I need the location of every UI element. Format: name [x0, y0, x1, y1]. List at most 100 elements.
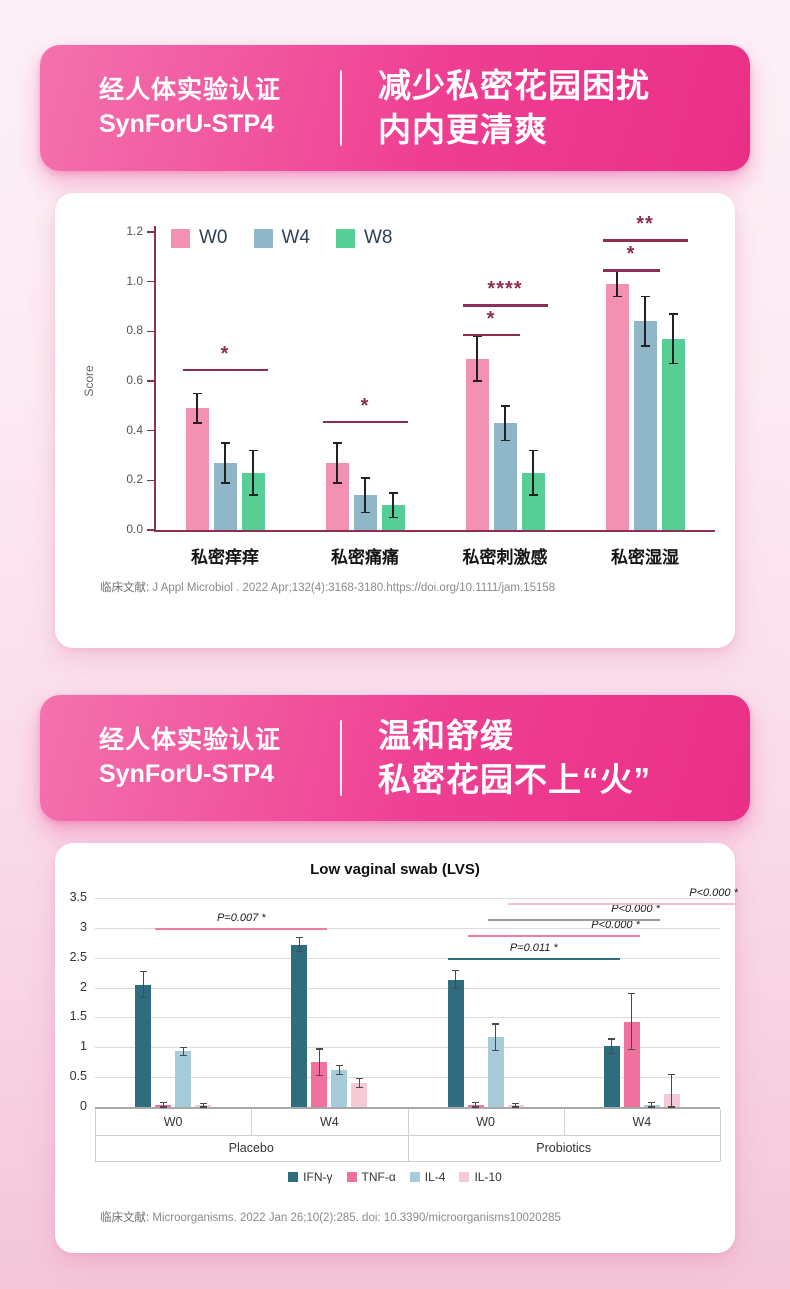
citation-2: 临床文献: Microorganisms. 2022 Jan 26;10(2):…	[100, 1209, 561, 1225]
sig-line	[447, 957, 620, 961]
x-axis-line	[154, 530, 715, 532]
error-bar-line	[616, 271, 618, 297]
error-bar-cap	[648, 1106, 656, 1108]
headline-line-2: 内内更清爽	[378, 111, 548, 148]
legend-swatch-IL-10	[459, 1171, 470, 1182]
sig-line	[322, 420, 408, 424]
error-bar-cap	[512, 1102, 520, 1104]
error-bar-line	[182, 1047, 184, 1056]
error-bar-line	[631, 993, 633, 1050]
sig-line	[487, 918, 660, 922]
error-bar-line	[644, 296, 646, 347]
y-tick-label: 1.0	[126, 273, 143, 288]
error-bar-cap	[192, 422, 202, 424]
bar-IFN-γ-g3	[603, 1046, 620, 1107]
axis-week-label: W0	[163, 1114, 183, 1129]
error-bar-cap	[472, 380, 482, 382]
y-tick-label: 0.6	[126, 373, 143, 387]
y-tick-mark	[147, 380, 154, 382]
error-bar-cap	[248, 494, 258, 496]
gridline	[95, 927, 720, 929]
y-tick-label: 0.2	[126, 472, 143, 487]
error-bar-line	[515, 1103, 517, 1107]
bar-IFN-γ-g1	[291, 944, 308, 1107]
error-bar-line	[651, 1102, 653, 1107]
cytokine-bar-chart: 0 0.5 1 1.5 2 2.5 3 3.5 P=0.007 * P=0.011 * P<0.00…	[55, 843, 738, 1253]
gridline	[95, 987, 720, 989]
error-bar-cap	[220, 482, 230, 484]
y-tick-mark	[147, 479, 154, 482]
error-bar-cap	[512, 1106, 520, 1108]
error-bar-cap	[452, 988, 460, 990]
certification-text: 经人体实验认证	[98, 726, 281, 755]
gridline	[95, 1047, 720, 1049]
citation-label: 临床文献:	[100, 1212, 153, 1224]
error-bar-cap	[159, 1106, 167, 1108]
error-bar-line	[318, 1049, 320, 1076]
bar-W8-g2	[521, 472, 545, 530]
sig-label: P<0.000 *	[611, 902, 660, 915]
error-bar-cap	[335, 1065, 343, 1067]
legend-swatch-IL-4	[409, 1171, 420, 1182]
x-category-label: 私密刺激感	[462, 548, 548, 567]
error-bar-line	[495, 1023, 497, 1051]
error-bar-cap	[139, 997, 147, 999]
sig-line	[462, 333, 520, 337]
y-tick-mark	[147, 529, 154, 531]
y-tick-label: 3.5	[69, 890, 87, 904]
error-bar-line	[336, 443, 338, 483]
error-bar-cap	[528, 494, 538, 496]
error-bar-line	[196, 393, 198, 424]
error-bar-cap	[179, 1055, 187, 1057]
claim-banner-1: 经人体实验认证 SynForU-STP4 减少私密花园困扰 内内更清爽	[40, 45, 750, 171]
error-bar-cap	[668, 1074, 676, 1076]
sig-asterisks: *	[486, 307, 496, 330]
sig-label: P=0.011 *	[509, 941, 558, 954]
bar-IL-4-g0	[175, 1051, 192, 1107]
citation-text: Microorganisms. 2022 Jan 26;10(2):285. d…	[152, 1212, 561, 1224]
error-bar-cap	[668, 362, 678, 365]
table-line-h	[95, 1160, 720, 1162]
headline-block: 减少私密花园困扰 内内更清爽	[342, 64, 650, 151]
gridline	[95, 898, 720, 899]
y-tick-label: 0	[80, 1099, 87, 1113]
bar-IL-4-g1	[331, 1069, 348, 1107]
product-name: SynForU-STP4	[98, 110, 275, 138]
table-line-h	[95, 1134, 720, 1136]
y-tick-label: 1	[80, 1039, 87, 1054]
x-category-label: 私密湿湿	[611, 548, 679, 567]
bar-TNF-α-g3	[623, 1021, 640, 1107]
sig-line	[155, 927, 328, 931]
x-axis-line	[95, 1107, 720, 1109]
error-bar-line	[671, 1074, 673, 1107]
error-bar-cap	[355, 1077, 363, 1079]
bar-IFN-γ-g2	[447, 979, 464, 1107]
x-category-label: 私密痒痒	[191, 548, 259, 567]
error-bar-line	[252, 450, 254, 496]
citation-label: 临床文献:	[100, 582, 153, 594]
sig-line	[462, 304, 548, 307]
error-bar-cap	[628, 992, 636, 995]
headline-block: 温和舒缓 私密花园不上“火”	[342, 714, 651, 801]
bar-W8-g0	[241, 472, 265, 530]
error-bar-cap	[315, 1048, 323, 1050]
bar-W4-g0	[213, 462, 237, 530]
sig-label: P<0.000 *	[591, 919, 640, 932]
error-bar-cap	[335, 1073, 343, 1075]
legend-item: TNF-α	[346, 1169, 396, 1184]
bar-W4-g3	[633, 321, 657, 530]
error-bar-cap	[472, 1102, 480, 1104]
y-tick-label: 2.5	[69, 949, 87, 964]
y-tick-mark	[147, 231, 154, 233]
bar-W0-g1	[325, 462, 349, 530]
error-bar-line	[455, 970, 457, 989]
legend-label: W8	[364, 227, 393, 248]
error-bar-cap	[332, 442, 342, 444]
error-bar-cap	[295, 951, 303, 953]
y-tick-mark	[147, 429, 154, 432]
axis-arm-label: Placebo	[228, 1140, 274, 1155]
legend-label: TNF-α	[361, 1169, 396, 1184]
table-line-v	[95, 1108, 96, 1135]
y-tick-label: 0.4	[126, 422, 143, 437]
table-line-v	[407, 1108, 409, 1135]
